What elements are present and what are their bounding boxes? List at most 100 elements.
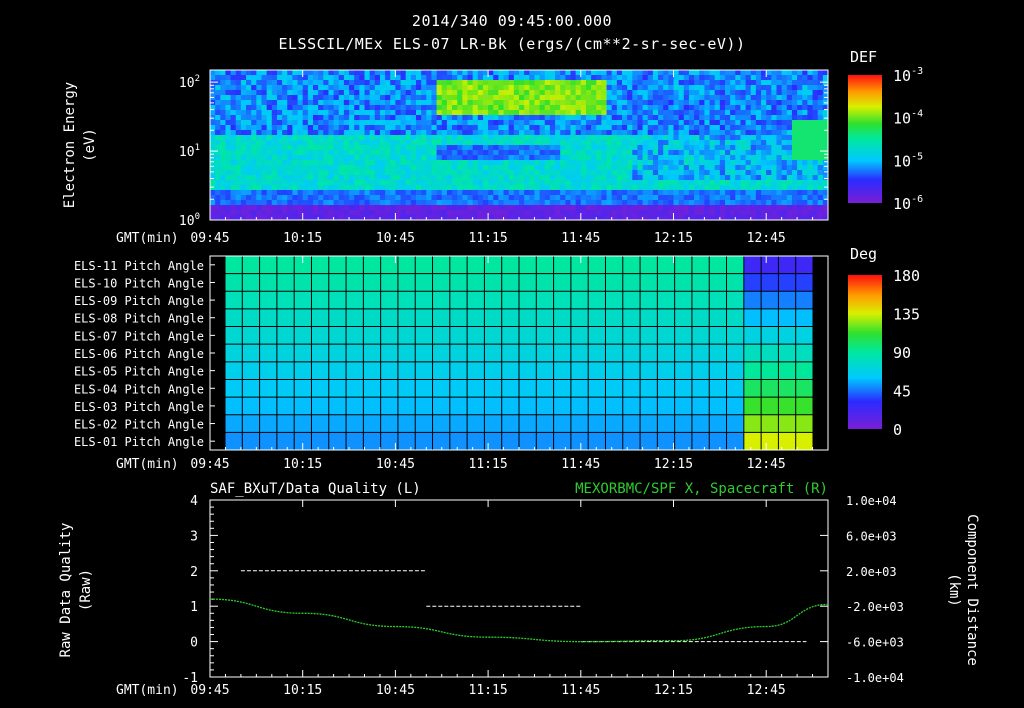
pitch-angle-row-label: ELS-06 Pitch Angle — [74, 347, 204, 361]
spectrogram-cell — [632, 125, 638, 131]
spectrogram-cell — [410, 160, 417, 166]
spectrogram-cell — [560, 150, 566, 156]
pitch-angle-cell — [657, 256, 676, 275]
spectrogram-cell — [704, 200, 711, 206]
spectrogram-cell — [591, 125, 597, 131]
spectrogram-cell — [256, 190, 262, 196]
spectrogram-cell — [771, 190, 777, 196]
spectrogram-cell — [616, 145, 623, 151]
spectrogram-cell — [755, 160, 762, 166]
spectrogram-cell — [452, 120, 458, 126]
spectrogram-cell — [374, 95, 381, 101]
spectrogram-cell — [802, 75, 808, 81]
spectrogram-cell — [807, 115, 814, 121]
spectrogram-cell — [755, 185, 762, 191]
pitch-angle-cell — [501, 326, 520, 345]
spectrogram-cell — [292, 215, 299, 221]
pitch-angle-cell — [225, 379, 243, 398]
spectrogram-cell — [694, 215, 700, 221]
spectrogram-cell — [622, 180, 628, 186]
spectrogram-cell — [791, 190, 798, 196]
spectrogram-cell — [668, 210, 674, 216]
spectrogram-cell — [395, 215, 402, 221]
spectrogram-cell — [349, 165, 355, 171]
spectrogram-cell — [642, 155, 649, 161]
spectrogram-cell — [683, 80, 690, 86]
spectrogram-cell — [555, 150, 561, 156]
pitch-angle-cell — [449, 308, 468, 328]
spectrogram-cell — [616, 85, 623, 91]
spectrogram-cell — [652, 130, 659, 136]
spectrogram-cell — [601, 80, 608, 86]
spectrogram-cell — [513, 160, 520, 166]
spectrogram-cell — [220, 120, 226, 126]
spectrogram-cell — [585, 110, 592, 116]
spectrogram-cell — [261, 90, 268, 96]
spectrogram-cell — [467, 185, 474, 191]
spectrogram-cell — [292, 140, 299, 146]
spectrogram-cell — [822, 135, 829, 141]
spectrogram-cell — [379, 80, 386, 86]
spectrogram-cell — [730, 140, 736, 146]
spectrogram-cell — [616, 200, 623, 206]
spectrogram-cell — [647, 185, 654, 191]
spectrogram-cell — [343, 120, 350, 126]
spectrogram-cell — [503, 130, 510, 136]
spectrogram-cell — [467, 195, 474, 201]
spectrogram-cell — [673, 120, 680, 126]
spectrogram-cell — [374, 80, 381, 86]
spectrogram-cell — [395, 75, 402, 81]
spectrogram-cell — [493, 90, 499, 96]
spectrogram-cell — [601, 135, 608, 141]
spectrogram-cell — [549, 175, 556, 181]
spectrogram-cell — [637, 175, 644, 181]
spectrogram-cell — [436, 70, 443, 76]
pitch-angle-cell — [536, 308, 555, 328]
spectrogram-cell — [467, 170, 474, 176]
spectrogram-cell — [678, 150, 685, 156]
spectrogram-cell — [750, 125, 757, 131]
def-colorbar-tick-label: 10-5 — [893, 151, 923, 170]
spectrogram-cell — [529, 100, 535, 106]
spectrogram-cell — [395, 95, 402, 101]
spectrogram-cell — [431, 210, 438, 216]
spectrogram-cell — [457, 150, 463, 156]
spectrogram-cell — [333, 100, 340, 106]
spectrogram-cell — [426, 165, 432, 171]
spectrogram-cell — [477, 145, 484, 151]
spectrogram-cell — [822, 120, 829, 126]
spectrogram-cell — [632, 195, 638, 201]
spectrogram-cell — [637, 210, 644, 216]
spectrogram-cell — [699, 75, 705, 81]
spectrogram-cell — [488, 160, 494, 166]
spectrogram-cell — [694, 110, 700, 116]
line-ylabel-right-2: (km) — [946, 573, 962, 607]
spectrogram-cell — [302, 125, 309, 131]
pitch-angle-cell — [519, 326, 537, 345]
spectrogram-cell — [560, 130, 566, 136]
spectrogram-cell — [663, 115, 669, 121]
spectrogram-cell — [426, 145, 432, 151]
spectrogram-cell — [307, 175, 314, 181]
spectrogram-cell — [750, 175, 757, 181]
pitch-angle-cell — [657, 273, 676, 292]
spectrogram-cell — [637, 185, 644, 191]
spectrogram-cell — [740, 175, 747, 181]
spectrogram-cell — [369, 180, 376, 186]
spectrogram-cell — [276, 95, 283, 101]
line-right-tick-label: -6.0e+03 — [846, 636, 904, 650]
spectrogram-cell — [524, 70, 530, 76]
spectrogram-cell — [441, 155, 448, 161]
spectrogram-cell — [240, 190, 247, 196]
pitch-angle-cell — [691, 256, 710, 275]
spectrogram-cell — [462, 185, 468, 191]
spectrogram-cell — [374, 155, 381, 161]
spectrogram-cell — [261, 125, 268, 131]
spectrogram-cell — [683, 105, 690, 111]
spectrogram-cell — [642, 205, 649, 211]
spectrogram-cell — [817, 125, 824, 131]
spectrogram-cell — [699, 145, 705, 151]
pitch-angle-cell — [761, 397, 779, 416]
spectrogram-cell — [210, 190, 216, 196]
